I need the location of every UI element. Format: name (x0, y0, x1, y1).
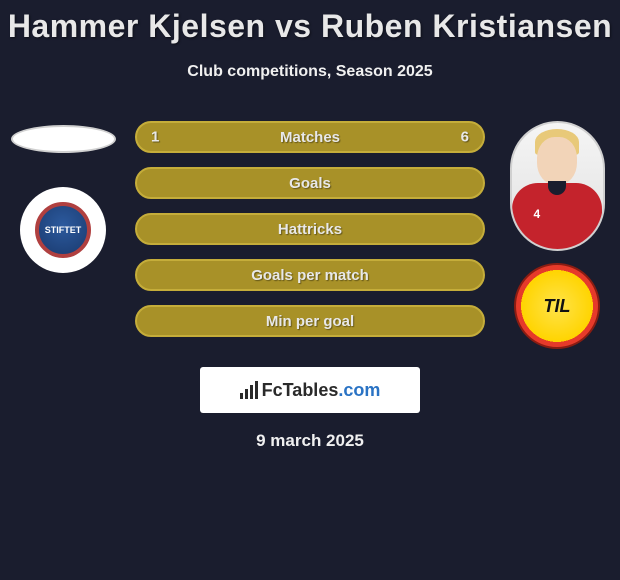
stat-bar: Hattricks (135, 213, 485, 245)
stat-label: Hattricks (278, 221, 342, 238)
avatar-head (537, 137, 577, 185)
infographic-root: Hammer Kjelsen vs Ruben Kristiansen Club… (0, 0, 620, 451)
chart-icon (240, 381, 258, 399)
stat-label: Matches (280, 129, 340, 146)
right-player-column: 4 TIL (502, 121, 612, 349)
badge-text: STIFTET (45, 226, 82, 235)
stat-value-right: 6 (461, 129, 469, 146)
stat-bar: Matches 1 6 (135, 121, 485, 153)
generation-date: 9 march 2025 (0, 431, 620, 451)
page-subtitle: Club competitions, Season 2025 (0, 63, 620, 81)
page-title: Hammer Kjelsen vs Ruben Kristiansen (0, 8, 620, 45)
stat-label: Min per goal (266, 313, 354, 330)
brand-name: FcTables (262, 380, 339, 400)
stat-label: Goals (289, 175, 331, 192)
left-player-column: STIFTET (8, 121, 118, 273)
jersey-number: 4 (534, 207, 541, 221)
stat-label: Goals per match (251, 267, 369, 284)
brand-text: FcTables.com (262, 380, 381, 401)
brand-suffix: .com (338, 380, 380, 400)
stat-bar: Min per goal (135, 305, 485, 337)
right-club-badge: TIL (514, 263, 600, 349)
right-player-photo: 4 (510, 121, 605, 251)
badge-shield-icon: STIFTET (35, 202, 91, 258)
comparison-content: STIFTET 4 TIL Matches 1 6 Goals Hattricks Goa… (0, 121, 620, 337)
stat-bars: Matches 1 6 Goals Hattricks Goals per match Mi… (135, 121, 485, 337)
stat-bar: Goals per match (135, 259, 485, 291)
left-player-photo-placeholder (11, 125, 116, 153)
branding-box: FcTables.com (200, 367, 420, 413)
badge-text: TIL (544, 296, 571, 317)
left-club-badge: STIFTET (20, 187, 106, 273)
stat-bar: Goals (135, 167, 485, 199)
stat-value-left: 1 (151, 129, 159, 146)
